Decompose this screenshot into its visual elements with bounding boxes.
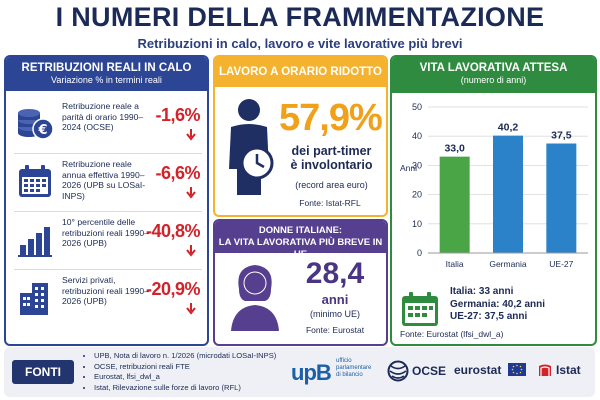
- y-tick-label: 0: [417, 248, 422, 258]
- working-life-subtitle: (numero di anni): [460, 75, 527, 85]
- bar-value-label: 40,2: [498, 122, 519, 134]
- arrow-down-icon: [186, 187, 196, 199]
- women-note: (minimo UE): [309, 309, 360, 319]
- legend-germania: Germania: 40,2 anni: [450, 298, 546, 310]
- women-header: DONNE ITALIANE: LA VITA LAVORATIVA PIÙ B…: [215, 221, 386, 260]
- part-time-line1: dei part-timer: [291, 144, 372, 158]
- wage-row-annual-value: -6,6%: [155, 163, 200, 183]
- working-life-source: Fonte: Eurostat (lfsi_dwl_a): [400, 329, 504, 339]
- working-life-legend: Italia: 33 anni Germania: 40,2 anni UE-2…: [450, 286, 545, 324]
- wage-row-ocse-label: Retribuzione reale a parità di orario 19…: [62, 101, 144, 132]
- source-item: Eurostat, lfsi_dwl_a: [94, 372, 276, 383]
- women-value: 28,4: [305, 257, 365, 290]
- wage-row-services-label: Servizi privati, retribuzioni reali 1990…: [62, 275, 149, 306]
- x-tick-label: Italia: [446, 259, 464, 269]
- y-tick-label: 40: [412, 131, 422, 141]
- wage-row-percentile-label: 10° percentile delle retribuzioni reali …: [62, 217, 149, 248]
- page-title: I NUMERI DELLA FRAMMENTAZIONE: [55, 2, 545, 32]
- working-life-header: VITA LAVORATIVA ATTESA (numero di anni): [392, 57, 595, 93]
- women-panel: DONNE ITALIANE: LA VITA LAVORATIVA PIÙ B…: [213, 219, 388, 346]
- arrow-down-icon: [186, 129, 196, 141]
- wage-row-percentile: 10° percentile delle retribuzioni reali …: [14, 211, 202, 270]
- ocse-logo-text: OCSE: [412, 364, 447, 378]
- wage-row-services: Servizi privati, retribuzioni reali 1990…: [14, 269, 202, 327]
- wage-row-annual-label: Retribuzione reale annua effettiva 1990–…: [62, 159, 146, 201]
- arrow-down-icon: [186, 303, 196, 315]
- upb-logo: upB: [291, 360, 332, 386]
- worker-clock-icon: [229, 99, 274, 195]
- page-subtitle: Retribuzioni in calo, lavoro e vite lavo…: [137, 36, 463, 51]
- coins-euro-icon: €: [18, 109, 54, 140]
- bar: [546, 143, 577, 253]
- part-time-value: 57,9%: [279, 97, 383, 139]
- upb-logo-text: upB: [291, 360, 332, 385]
- women-header-line2: LA VITA LAVORATIVA PIÙ BREVE IN UE: [218, 237, 383, 260]
- bar: [439, 156, 470, 253]
- sources-list: UPB, Nota di lavoro n. 1/2026 (microdati…: [84, 351, 276, 393]
- part-time-panel: LAVORO A ORARIO RIDOTTO 57,9% dei part-t…: [213, 55, 388, 217]
- ocse-globe-icon: [387, 360, 409, 382]
- working-life-title: VITA LAVORATIVA ATTESA: [419, 62, 568, 74]
- wage-row-ocse-value: -1,6%: [155, 105, 200, 125]
- wage-row-annual: Retribuzione reale annua effettiva 1990–…: [14, 153, 202, 212]
- women-source: Fonte: Eurostat: [305, 325, 365, 335]
- part-time-line2: è involontario: [290, 158, 373, 172]
- legend-ue27: UE-27: 37,5 anni: [450, 311, 528, 322]
- x-tick-label: UE-27: [549, 259, 573, 269]
- women-header-line1: DONNE ITALIANE:: [258, 225, 343, 236]
- y-tick-label: 50: [412, 102, 422, 112]
- upb-caption-line: ufficio: [336, 358, 352, 364]
- woman-icon: [231, 265, 279, 331]
- calendar-icon: [402, 292, 438, 326]
- istat-logo-text: Istat: [556, 363, 581, 377]
- bar-value-label: 37,5: [551, 130, 572, 142]
- real-wages-subtitle: Variazione % in termini reali: [51, 75, 162, 85]
- legend-italia: Italia: 33 anni: [450, 286, 514, 297]
- upb-caption: ufficio parlamentare di bilancio: [336, 358, 371, 379]
- wage-row-percentile-value: -40,8%: [145, 221, 201, 241]
- working-life-chart: 0 10 20 30 40 50 Anni 33,0 Italia 40,2 Germania 37,…: [400, 102, 588, 269]
- working-life-panel: VITA LAVORATIVA ATTESA (numero di anni) …: [390, 55, 597, 346]
- part-time-header: LAVORO A ORARIO RIDOTTO: [215, 57, 386, 87]
- source-item: UPB, Nota di lavoro n. 1/2026 (microdati…: [94, 351, 276, 362]
- istat-logo-icon: [539, 364, 551, 376]
- bar: [493, 135, 523, 253]
- footer: FONTI UPB, Nota di lavoro n. 1/2026 (mic…: [4, 347, 595, 397]
- part-time-description: dei part-timer è involontario: [279, 144, 384, 172]
- building-icon: [20, 283, 48, 315]
- real-wages-panel: RETRIBUZIONI REALI IN CALO Variazione % …: [4, 55, 209, 346]
- y-tick-label: 30: [412, 160, 422, 170]
- bar-value-label: 33,0: [444, 143, 465, 155]
- part-time-source: Fonte: Istat-RFL: [299, 198, 361, 208]
- wage-row-ocse: € Retribuzione reale a parità di orario …: [14, 95, 202, 154]
- svg-text:€: €: [37, 123, 47, 138]
- y-tick-label: 20: [412, 190, 422, 200]
- sources-label: FONTI: [12, 360, 74, 384]
- source-item: Istat, Rilevazione sulle forze di lavoro…: [94, 383, 276, 394]
- eurostat-logo-text: eurostat: [454, 363, 502, 377]
- calendar-icon: [19, 165, 51, 197]
- upb-caption-line: di bilancio: [336, 372, 363, 378]
- y-tick-label: 10: [412, 219, 422, 229]
- eu-flag-icon: [508, 363, 526, 376]
- y-axis-label: Anni: [400, 163, 417, 173]
- part-time-note: (record area euro): [295, 180, 368, 190]
- wage-row-services-value: -20,9%: [145, 279, 201, 299]
- real-wages-title: RETRIBUZIONI REALI IN CALO: [21, 62, 192, 74]
- upb-caption-line: parlamentare: [336, 365, 372, 371]
- women-unit: anni: [321, 292, 349, 307]
- bar-chart-icon: [18, 227, 52, 257]
- x-tick-label: Germania: [489, 259, 527, 269]
- real-wages-header: RETRIBUZIONI REALI IN CALO Variazione % …: [6, 57, 207, 91]
- arrow-down-icon: [186, 245, 196, 257]
- source-item: OCSE, retribuzioni reali FTE: [94, 362, 276, 373]
